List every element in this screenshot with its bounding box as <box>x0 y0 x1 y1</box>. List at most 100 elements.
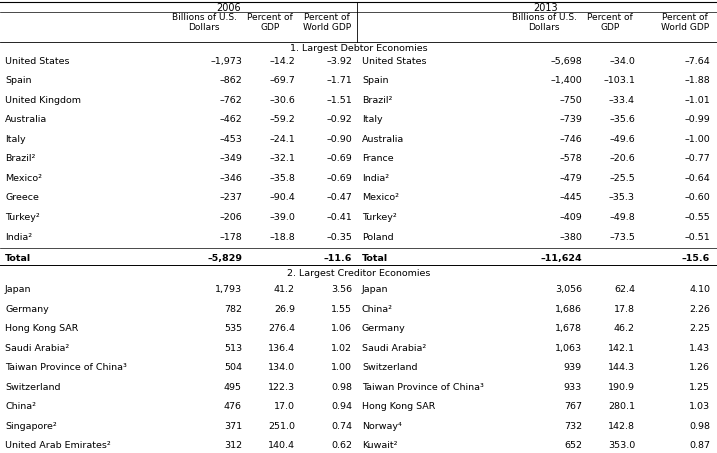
Text: 2013: 2013 <box>533 3 559 13</box>
Text: 0.74: 0.74 <box>331 422 352 431</box>
Text: Poland: Poland <box>362 232 394 241</box>
Text: Total: Total <box>5 254 31 263</box>
Text: Brazil²: Brazil² <box>5 154 35 164</box>
Text: –462: –462 <box>219 116 242 125</box>
Text: 122.3: 122.3 <box>268 383 295 392</box>
Text: 41.2: 41.2 <box>274 285 295 294</box>
Text: 17.0: 17.0 <box>274 402 295 411</box>
Text: 1.43: 1.43 <box>689 344 710 353</box>
Text: –35.6: –35.6 <box>609 116 635 125</box>
Text: –35.3: –35.3 <box>609 193 635 202</box>
Text: Japan: Japan <box>5 285 32 294</box>
Text: 62.4: 62.4 <box>614 285 635 294</box>
Text: 652: 652 <box>564 441 582 450</box>
Text: 3,056: 3,056 <box>555 285 582 294</box>
Text: Percent of
World GDP: Percent of World GDP <box>661 13 709 33</box>
Text: –0.51: –0.51 <box>684 232 710 241</box>
Text: 136.4: 136.4 <box>268 344 295 353</box>
Text: Turkey²: Turkey² <box>5 213 39 222</box>
Text: 280.1: 280.1 <box>608 402 635 411</box>
Text: 2. Largest Creditor Economies: 2. Largest Creditor Economies <box>287 269 430 278</box>
Text: 782: 782 <box>224 305 242 314</box>
Text: –346: –346 <box>219 174 242 183</box>
Text: –445: –445 <box>559 193 582 202</box>
Text: –5,698: –5,698 <box>550 57 582 66</box>
Text: United Kingdom: United Kingdom <box>5 96 81 105</box>
Text: 17.8: 17.8 <box>614 305 635 314</box>
Text: –0.60: –0.60 <box>684 193 710 202</box>
Text: 513: 513 <box>224 344 242 353</box>
Text: United States: United States <box>5 57 70 66</box>
Text: 535: 535 <box>224 324 242 333</box>
Text: –1.71: –1.71 <box>326 77 352 86</box>
Text: –578: –578 <box>559 154 582 164</box>
Text: Billions of U.S.
Dollars: Billions of U.S. Dollars <box>171 13 237 33</box>
Text: –103.1: –103.1 <box>603 77 635 86</box>
Text: 939: 939 <box>564 363 582 372</box>
Text: 1.02: 1.02 <box>331 344 352 353</box>
Text: 190.9: 190.9 <box>608 383 635 392</box>
Text: –11,624: –11,624 <box>541 254 582 263</box>
Text: –49.8: –49.8 <box>609 213 635 222</box>
Text: –3.92: –3.92 <box>326 57 352 66</box>
Text: Saudi Arabia²: Saudi Arabia² <box>362 344 426 353</box>
Text: –34.0: –34.0 <box>609 57 635 66</box>
Text: Mexico²: Mexico² <box>362 193 399 202</box>
Text: –237: –237 <box>219 193 242 202</box>
Text: Turkey²: Turkey² <box>362 213 397 222</box>
Text: –409: –409 <box>559 213 582 222</box>
Text: –5,829: –5,829 <box>207 254 242 263</box>
Text: 767: 767 <box>564 402 582 411</box>
Text: –0.64: –0.64 <box>684 174 710 183</box>
Text: 371: 371 <box>224 422 242 431</box>
Text: Total: Total <box>362 254 388 263</box>
Text: 0.98: 0.98 <box>331 383 352 392</box>
Text: United States: United States <box>362 57 427 66</box>
Text: 0.94: 0.94 <box>331 402 352 411</box>
Text: –20.6: –20.6 <box>609 154 635 164</box>
Text: 2.26: 2.26 <box>689 305 710 314</box>
Text: –25.5: –25.5 <box>609 174 635 183</box>
Text: –1,973: –1,973 <box>210 57 242 66</box>
Text: 276.4: 276.4 <box>268 324 295 333</box>
Text: Norway⁴: Norway⁴ <box>362 422 402 431</box>
Text: Singapore²: Singapore² <box>5 422 57 431</box>
Text: –0.77: –0.77 <box>684 154 710 164</box>
Text: Percent of
World GDP: Percent of World GDP <box>303 13 351 33</box>
Text: Switzerland: Switzerland <box>5 383 60 392</box>
Text: –59.2: –59.2 <box>270 116 295 125</box>
Text: France: France <box>362 154 394 164</box>
Text: –0.55: –0.55 <box>684 213 710 222</box>
Text: 142.8: 142.8 <box>608 422 635 431</box>
Text: –0.90: –0.90 <box>326 135 352 144</box>
Text: –69.7: –69.7 <box>270 77 295 86</box>
Text: Percent of
GDP: Percent of GDP <box>247 13 293 33</box>
Text: 140.4: 140.4 <box>268 441 295 450</box>
Text: 1,793: 1,793 <box>215 285 242 294</box>
Text: –746: –746 <box>559 135 582 144</box>
Text: –0.69: –0.69 <box>326 154 352 164</box>
Text: Taiwan Province of China³: Taiwan Province of China³ <box>5 363 127 372</box>
Text: –90.4: –90.4 <box>270 193 295 202</box>
Text: –0.92: –0.92 <box>326 116 352 125</box>
Text: Mexico²: Mexico² <box>5 174 42 183</box>
Text: –380: –380 <box>559 232 582 241</box>
Text: Italy: Italy <box>362 116 383 125</box>
Text: –862: –862 <box>219 77 242 86</box>
Text: 4.10: 4.10 <box>689 285 710 294</box>
Text: Germany: Germany <box>362 324 406 333</box>
Text: Saudi Arabia²: Saudi Arabia² <box>5 344 70 353</box>
Text: 1,678: 1,678 <box>555 324 582 333</box>
Text: 1.00: 1.00 <box>331 363 352 372</box>
Text: –14.2: –14.2 <box>270 57 295 66</box>
Text: 1. Largest Debtor Economies: 1. Largest Debtor Economies <box>290 44 427 53</box>
Text: 3.56: 3.56 <box>331 285 352 294</box>
Text: 251.0: 251.0 <box>268 422 295 431</box>
Text: –11.6: –11.6 <box>323 254 352 263</box>
Text: Switzerland: Switzerland <box>362 363 417 372</box>
Text: –0.69: –0.69 <box>326 174 352 183</box>
Text: 495: 495 <box>224 383 242 392</box>
Text: 0.98: 0.98 <box>689 422 710 431</box>
Text: 476: 476 <box>224 402 242 411</box>
Text: Italy: Italy <box>5 135 26 144</box>
